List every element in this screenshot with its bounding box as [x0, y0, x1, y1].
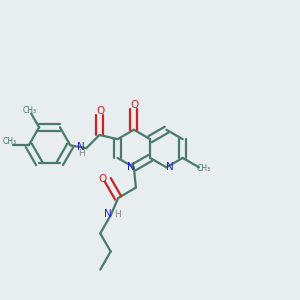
Text: CH₃: CH₃: [2, 137, 16, 146]
Text: O: O: [96, 106, 104, 116]
Text: N: N: [127, 162, 134, 172]
Text: H: H: [114, 210, 120, 219]
Text: CH₃: CH₃: [23, 106, 37, 115]
Text: O: O: [98, 174, 107, 184]
Text: N: N: [166, 162, 174, 172]
Text: O: O: [130, 100, 139, 110]
Text: H: H: [78, 149, 85, 158]
Text: N: N: [77, 142, 85, 152]
Text: CH₃: CH₃: [197, 164, 211, 173]
Text: N: N: [104, 209, 112, 219]
